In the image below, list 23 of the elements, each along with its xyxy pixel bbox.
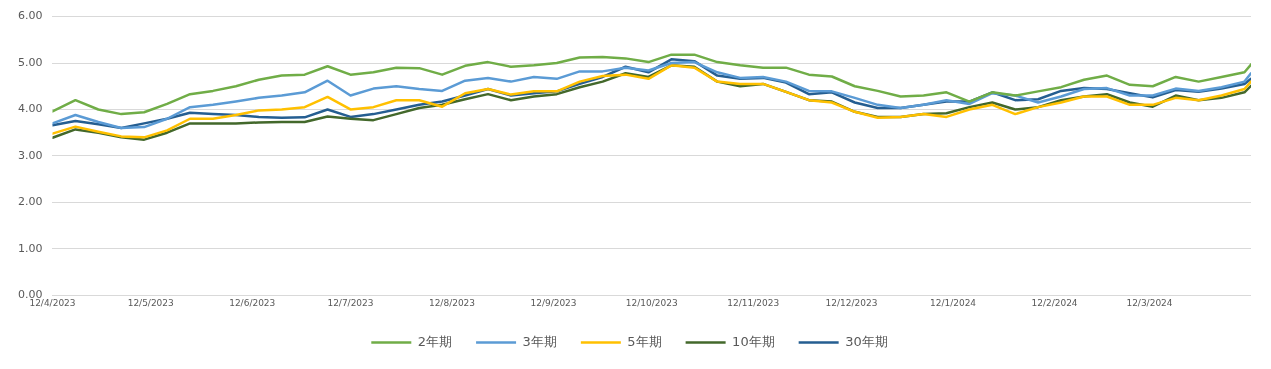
x-tick-label: 12/3/2024 [1126, 297, 1173, 308]
y-tick-label: 5.00 [17, 55, 43, 69]
x-tick-label: 12/4/2023 [29, 297, 76, 308]
legend-label: 2年期 [417, 333, 453, 349]
y-tick-label: 3.00 [17, 148, 43, 162]
y-tick-label: 1.00 [17, 241, 43, 255]
x-tick-label: 12/9/2023 [530, 297, 577, 308]
x-tick-label: 12/1/2024 [929, 297, 977, 308]
x-tick-label: 12/11/2023 [727, 297, 780, 308]
legend-label: 10年期 [732, 333, 775, 349]
legend-label: 3年期 [522, 333, 557, 349]
y-tick-label: 4.00 [17, 102, 43, 116]
x-tick-label: 12/8/2023 [428, 297, 476, 308]
y-tick-label: 6.00 [17, 9, 43, 23]
x-tick-label: 12/12/2023 [825, 297, 878, 308]
y-tick-label: 2.00 [17, 195, 43, 209]
legend-label: 5年期 [627, 333, 662, 349]
x-tick-label: 12/2/2024 [1031, 297, 1078, 308]
x-tick-label: 12/7/2023 [327, 297, 374, 308]
x-tick-label: 12/5/2023 [127, 297, 174, 308]
x-tick-label: 12/6/2023 [229, 297, 276, 308]
x-tick-label: 12/10/2023 [625, 297, 678, 308]
legend-label: 30年期 [845, 333, 888, 349]
